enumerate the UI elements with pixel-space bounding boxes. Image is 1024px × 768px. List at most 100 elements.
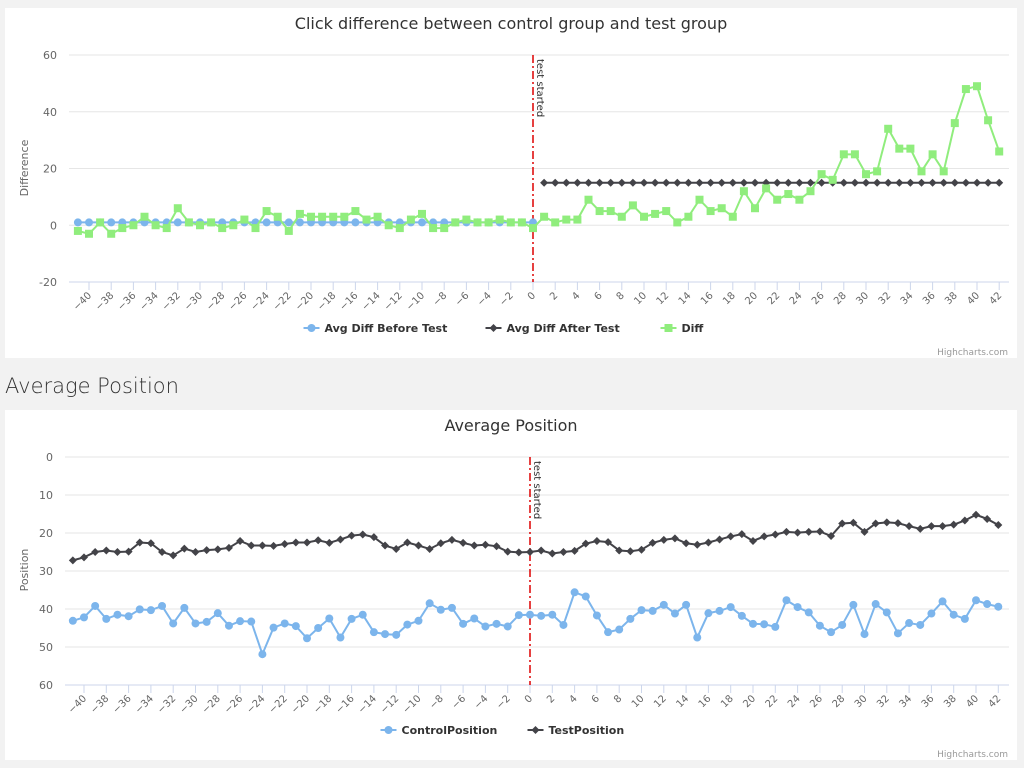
data-point bbox=[503, 547, 512, 556]
x-tick-label: −34 bbox=[133, 693, 156, 716]
plotline-label: test started bbox=[531, 461, 542, 519]
x-tick-label: 22 bbox=[764, 693, 781, 710]
data-point bbox=[473, 218, 482, 227]
data-point bbox=[684, 178, 693, 187]
data-point bbox=[827, 628, 836, 637]
data-point bbox=[927, 609, 936, 618]
data-point bbox=[247, 617, 256, 626]
x-tick-label: 20 bbox=[743, 290, 760, 307]
x-tick-label: −28 bbox=[200, 693, 223, 716]
data-point bbox=[693, 540, 702, 549]
y-tick-label: -20 bbox=[39, 276, 57, 289]
data-point bbox=[258, 650, 267, 659]
data-point bbox=[581, 539, 590, 548]
data-point bbox=[762, 184, 771, 193]
legend-item[interactable]: Avg Diff Before Test bbox=[325, 322, 448, 335]
data-point bbox=[169, 551, 178, 560]
data-point bbox=[447, 535, 456, 544]
x-tick-label: 42 bbox=[988, 290, 1005, 307]
credits-link[interactable]: Highcharts.com bbox=[937, 750, 1008, 760]
data-point bbox=[773, 195, 782, 204]
data-point bbox=[739, 187, 748, 196]
data-point bbox=[573, 178, 582, 187]
data-point bbox=[773, 178, 782, 187]
data-point bbox=[984, 178, 993, 187]
data-point bbox=[118, 224, 127, 233]
data-point bbox=[403, 620, 412, 629]
data-point bbox=[481, 540, 490, 549]
data-point bbox=[882, 608, 891, 617]
x-tick-label: 28 bbox=[831, 693, 848, 710]
x-tick-label: 6 bbox=[592, 290, 604, 302]
data-point bbox=[537, 546, 546, 555]
data-point bbox=[817, 170, 826, 179]
data-point bbox=[80, 613, 88, 622]
data-point bbox=[882, 518, 891, 527]
data-point bbox=[403, 538, 412, 547]
x-tick-label: −2 bbox=[495, 693, 513, 711]
data-point bbox=[551, 178, 560, 187]
data-point bbox=[604, 628, 613, 637]
series-line-controlposition bbox=[72, 590, 999, 658]
data-point bbox=[782, 596, 791, 605]
data-point bbox=[436, 605, 445, 614]
data-point bbox=[548, 610, 557, 619]
x-tick-label: 26 bbox=[810, 290, 827, 307]
data-point bbox=[470, 614, 479, 623]
data-point bbox=[107, 229, 116, 238]
data-point bbox=[529, 224, 537, 233]
y-tick-label: 20 bbox=[39, 527, 53, 540]
data-point bbox=[514, 548, 523, 557]
data-point bbox=[994, 521, 1003, 530]
x-tick-label: 16 bbox=[697, 693, 714, 710]
data-point bbox=[606, 207, 615, 216]
data-point bbox=[291, 538, 300, 547]
data-point bbox=[129, 221, 138, 230]
x-tick-label: 0 bbox=[523, 693, 535, 705]
data-point bbox=[562, 178, 571, 187]
data-point bbox=[202, 546, 211, 555]
data-point bbox=[893, 519, 902, 528]
x-tick-label: −12 bbox=[379, 693, 402, 716]
x-tick-label: −26 bbox=[227, 290, 250, 313]
data-point bbox=[425, 599, 434, 608]
data-point bbox=[425, 544, 434, 553]
data-point bbox=[839, 150, 848, 159]
x-tick-label: −24 bbox=[245, 693, 268, 716]
data-point bbox=[91, 548, 100, 556]
x-tick-label: −12 bbox=[382, 290, 405, 313]
data-point bbox=[229, 221, 238, 230]
x-tick-label: −22 bbox=[271, 290, 294, 313]
data-point bbox=[213, 545, 222, 554]
data-point bbox=[960, 516, 969, 525]
data-point bbox=[838, 519, 847, 528]
data-point bbox=[815, 527, 824, 536]
data-point bbox=[983, 600, 992, 609]
data-point bbox=[795, 195, 804, 204]
data-point bbox=[481, 622, 490, 631]
credits-link[interactable]: Highcharts.com bbox=[937, 348, 1008, 358]
legend-item[interactable]: Diff bbox=[682, 322, 704, 335]
data-point bbox=[939, 178, 948, 187]
x-tick-label: 6 bbox=[590, 693, 602, 705]
data-point bbox=[884, 178, 893, 187]
x-tick-label: 32 bbox=[875, 693, 892, 710]
legend-item[interactable]: ControlPosition bbox=[402, 724, 498, 737]
x-tick-label: 10 bbox=[630, 693, 647, 710]
legend-item[interactable]: TestPosition bbox=[549, 724, 625, 737]
data-point bbox=[325, 614, 334, 623]
data-point bbox=[838, 620, 847, 629]
data-point bbox=[670, 609, 679, 618]
data-point bbox=[695, 195, 704, 204]
data-point bbox=[961, 85, 970, 94]
data-point bbox=[995, 178, 1004, 187]
data-point bbox=[651, 209, 660, 218]
data-point bbox=[314, 624, 323, 632]
data-point bbox=[307, 212, 315, 221]
data-point bbox=[262, 207, 271, 216]
legend-item[interactable]: Avg Diff After Test bbox=[507, 322, 620, 335]
x-tick-label: −40 bbox=[66, 693, 89, 716]
data-point bbox=[793, 603, 802, 612]
data-point bbox=[295, 209, 304, 218]
data-point bbox=[804, 608, 813, 617]
